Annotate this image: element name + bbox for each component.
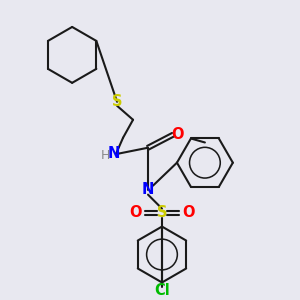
Text: N: N — [108, 146, 120, 161]
Text: N: N — [142, 182, 154, 197]
Text: S: S — [157, 205, 167, 220]
Text: O: O — [183, 205, 195, 220]
Text: O: O — [172, 127, 184, 142]
Text: O: O — [129, 205, 141, 220]
Text: H: H — [100, 149, 110, 162]
Text: S: S — [112, 94, 122, 109]
Text: Cl: Cl — [154, 283, 170, 298]
